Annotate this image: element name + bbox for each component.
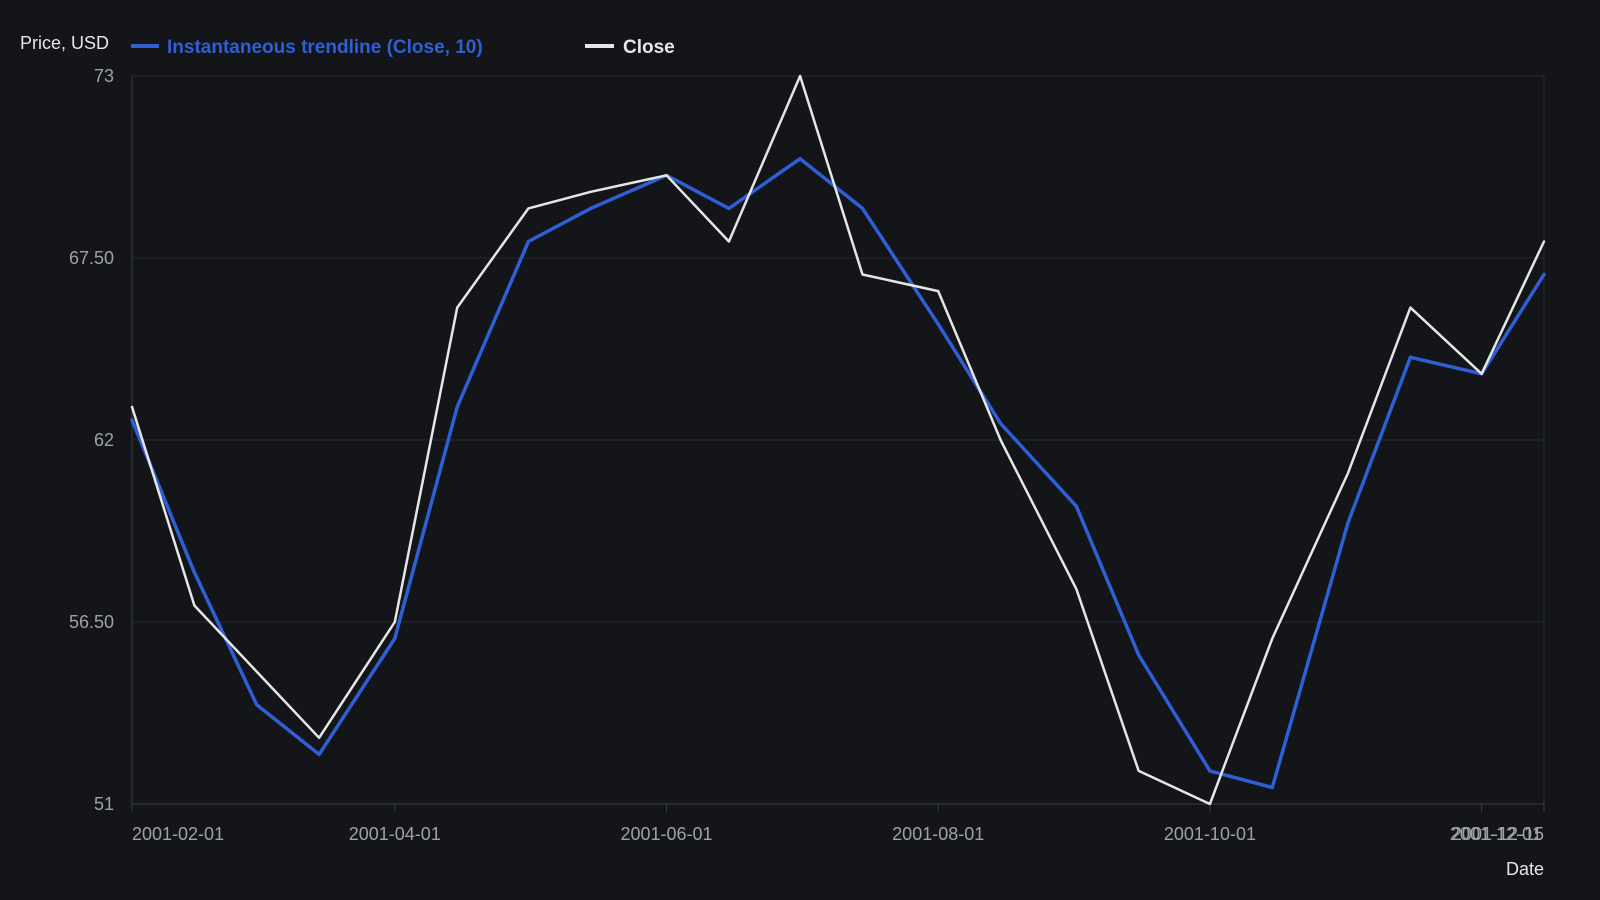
legend: Instantaneous trendline (Close, 10) Clos… [131,37,675,58]
y-tick-label: 51 [94,794,114,814]
series-line-close [130,74,1546,806]
x-ticks: 2001-02-01 2001-04-01 2001-06-01 2001-08-01… [131,804,1545,844]
y-axis-title: Price, USD [20,33,109,53]
y-ticks: 51 56.50 62 67.50 73 [69,66,114,814]
x-tick-label: 2001-12-15 [1452,824,1544,844]
grid [132,75,1544,805]
x-tick-label: 2001-08-01 [892,824,984,844]
x-tick-label: 2001-04-01 [349,824,441,844]
series-lines [130,74,1546,806]
y-tick-label: 62 [94,430,114,450]
series-line-trendline [130,156,1546,790]
y-tick-label: 56.50 [69,612,114,632]
x-tick-label: 2001-02-01 [132,824,224,844]
y-tick-label: 67.50 [69,248,114,268]
x-tick-label: 2001-10-01 [1164,824,1256,844]
legend-label-close: Close [623,37,675,58]
axes [131,76,1545,805]
x-tick-label: 2001-12-01 [1450,824,1542,844]
legend-label-trendline: Instantaneous trendline (Close, 10) [167,37,483,58]
x-axis-title: Date [1506,859,1544,879]
x-tick-label: 2001-06-01 [620,824,712,844]
y-tick-label: 73 [94,66,114,86]
